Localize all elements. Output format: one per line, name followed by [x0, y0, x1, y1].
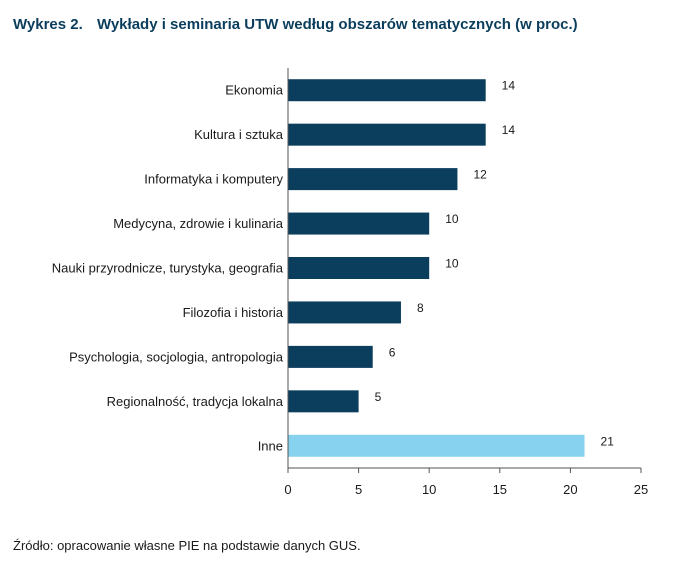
category-label: Psychologia, socjologia, antropologia [69, 349, 284, 364]
data-label: 6 [389, 345, 396, 359]
data-label: 21 [601, 434, 615, 448]
data-label: 10 [445, 212, 459, 226]
category-label: Kultura i sztuka [194, 127, 284, 142]
x-tick-label: 10 [422, 482, 436, 497]
category-label: Medycyna, zdrowie i kulinaria [113, 216, 284, 231]
source-note: Źródło: opracowanie własne PIE na podsta… [13, 538, 361, 553]
category-label: Regionalność, tradycja lokalna [107, 394, 284, 409]
data-label: 8 [417, 301, 424, 315]
category-label: Filozofia i historia [183, 305, 284, 320]
data-label: 5 [375, 390, 382, 404]
bar [288, 123, 486, 146]
data-label: 14 [502, 123, 516, 137]
x-tick-label: 5 [355, 482, 362, 497]
category-label: Nauki przyrodnicze, turystyka, geografia [52, 261, 284, 276]
data-label: 14 [502, 79, 516, 93]
category-label: Informatyka i komputery [144, 172, 283, 187]
figure-title: Wykłady i seminaria UTW według obszarów … [96, 16, 578, 33]
data-label: 10 [445, 257, 459, 271]
category-label: Ekonomia [225, 83, 284, 98]
x-tick-label: 25 [634, 482, 648, 497]
bar [288, 257, 430, 279]
category-label: Inne [258, 438, 283, 453]
data-label: 12 [473, 168, 487, 182]
bar [288, 434, 585, 457]
x-tick-label: 15 [493, 482, 507, 497]
x-tick-label: 20 [563, 482, 577, 497]
bar [288, 390, 359, 413]
chart-title: Wykres 2. Wykłady i seminaria UTW według… [13, 16, 578, 33]
bar [288, 345, 373, 368]
bar [288, 168, 458, 191]
bar [288, 301, 401, 324]
figure-number: Wykres 2. [13, 16, 83, 33]
bar [288, 79, 486, 102]
bar [288, 212, 430, 235]
x-tick-label: 0 [284, 482, 291, 497]
